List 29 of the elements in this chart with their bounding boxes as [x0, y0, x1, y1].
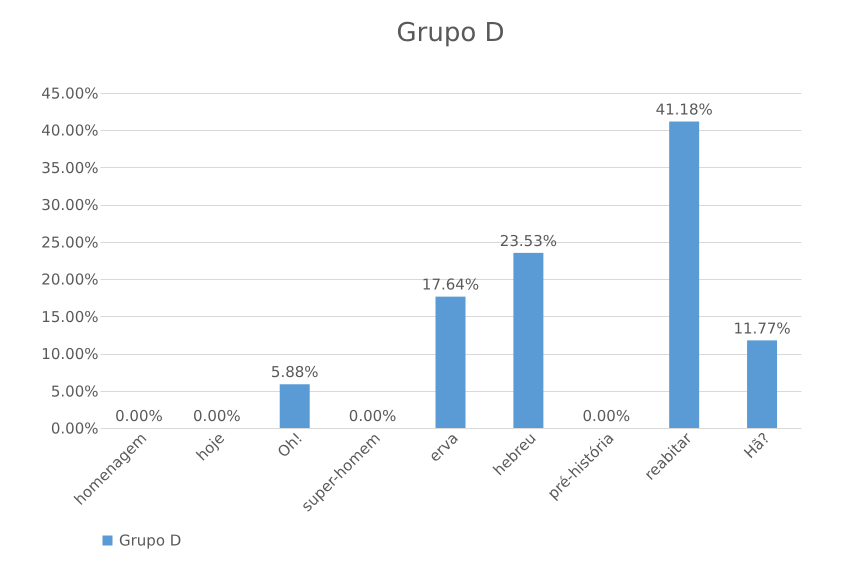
y-tick-label: 5.00% [50, 382, 98, 400]
data-label: 5.88% [270, 363, 319, 382]
chart-title: Grupo D [396, 18, 505, 48]
y-tick-label: 15.00% [41, 308, 98, 326]
y-tick-label: 30.00% [41, 196, 98, 214]
y-tick-label: 35.00% [41, 158, 98, 177]
bar [280, 384, 310, 428]
data-label: 0.00% [193, 407, 241, 425]
y-tick-label: 25.00% [41, 233, 98, 252]
data-label: 0.00% [348, 407, 396, 425]
y-tick-label: 20.00% [41, 270, 98, 289]
data-label: 17.64% [422, 276, 480, 294]
x-tick-label: Hã? [740, 429, 774, 462]
y-tick-label: 40.00% [41, 122, 98, 140]
legend-label: Grupo D [119, 532, 182, 550]
data-label: 23.53% [500, 232, 557, 250]
bar [436, 296, 466, 428]
bar [669, 121, 700, 428]
data-label: 0.00% [115, 407, 163, 425]
y-tick-label: 0.00% [50, 420, 98, 438]
y-tick-label: 10.00% [41, 345, 98, 364]
data-label: 41.18% [656, 100, 713, 118]
x-tick-label: hoje [192, 429, 228, 465]
x-tick-label: Oh! [274, 429, 306, 462]
bar [513, 252, 544, 428]
bar [747, 340, 778, 428]
data-label: 0.00% [582, 407, 630, 425]
data-label: 11.77% [733, 319, 791, 338]
y-tick-label: 45.00% [41, 84, 98, 102]
